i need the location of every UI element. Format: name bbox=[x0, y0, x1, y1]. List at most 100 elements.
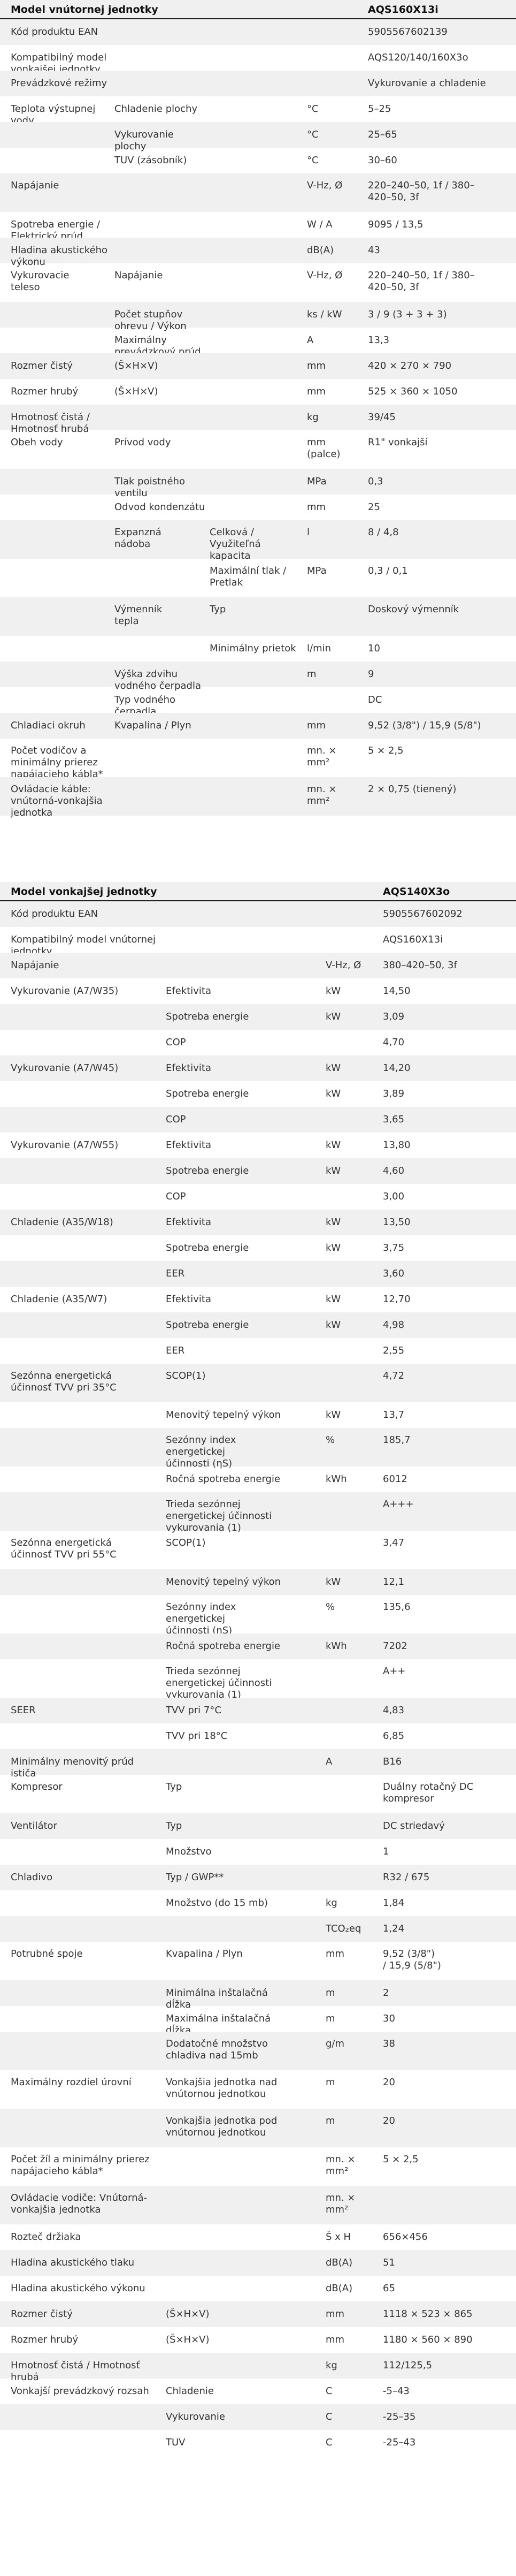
indoor-cell-detail: Maximální tlak / Pretlak bbox=[210, 565, 287, 588]
outdoor-table-row: Hmotnosť čistá / Hmotnosť hrubá kg 112/125… bbox=[0, 2353, 516, 2383]
outdoor-table-row: SEER TVV pri 7°C 4,83 bbox=[0, 1698, 516, 1723]
outdoor-cell-sublabel: COP bbox=[166, 1037, 186, 1048]
indoor-cell-value: 39/45 bbox=[368, 412, 396, 423]
outdoor-table-row: Ventilátor Typ DC striedavý bbox=[0, 1813, 516, 1839]
outdoor-cell-unit: kW bbox=[326, 1088, 341, 1099]
outdoor-cell-sublabel: Spotreba energie bbox=[166, 1011, 249, 1022]
outdoor-cell-value: 4,70 bbox=[383, 1037, 405, 1048]
outdoor-cell-sublabel: EER bbox=[166, 1268, 185, 1279]
indoor-cell-unit: l/min bbox=[307, 643, 332, 654]
outdoor-cell-value: 6012 bbox=[383, 1473, 407, 1485]
outdoor-table-row: Vonkajší prevádzkový rozsah Chladenie C -5–… bbox=[0, 2379, 516, 2404]
outdoor-cell-unit: m bbox=[326, 2077, 335, 2088]
indoor-cell-unit: mm bbox=[307, 386, 326, 397]
indoor-table-row: Rozmer čistý (Š×H×V) mm 420 × 270 × 790 bbox=[0, 353, 516, 379]
indoor-cell-unit: kg bbox=[307, 412, 319, 423]
outdoor-cell-sublabel: Spotreba energie bbox=[166, 1165, 249, 1176]
indoor-table-row: Vykurovanie plochy °C 25–65 bbox=[0, 122, 516, 152]
outdoor-cell-unit: kW bbox=[326, 1139, 341, 1151]
outdoor-cell-sublabel: TUV bbox=[166, 2437, 186, 2448]
outdoor-cell-unit: kW bbox=[326, 1319, 341, 1331]
outdoor-cell-value: 20 bbox=[383, 2115, 395, 2126]
indoor-cell-label: Rozmer čistý bbox=[11, 360, 73, 371]
outdoor-table-row: Dodatočné množstvo chladiva nad 15mb g/m 3… bbox=[0, 2032, 516, 2070]
outdoor-cell-unit: m bbox=[326, 2115, 335, 2126]
outdoor-table-row: Spotreba energie kW 3,09 bbox=[0, 1004, 516, 1030]
outdoor-table-row: EER 3,60 bbox=[0, 1261, 516, 1287]
outdoor-cell-label: Minimálny menovitý prúd ističa bbox=[11, 1756, 137, 1779]
outdoor-table-row: Napájanie V-Hz, Ø 380–420–50, 3f bbox=[0, 953, 516, 978]
outdoor-cell-value: -25–35 bbox=[383, 2411, 416, 2422]
indoor-cell-value: 13,3 bbox=[368, 335, 390, 346]
outdoor-table-row: Minimálna inštalačná dĺžka m 2 bbox=[0, 1980, 516, 2010]
outdoor-table-row: Maximálna inštalačná dĺžka m 30 bbox=[0, 2006, 516, 2036]
indoor-cell-sublabel: Výška zdvihu vodného čerpadla bbox=[114, 668, 201, 692]
outdoor-cell-unit: mm bbox=[326, 2334, 345, 2345]
outdoor-model-code: AQS140X3o bbox=[383, 886, 450, 898]
indoor-cell-label: Počet vodičov a minimálny prierez napája… bbox=[11, 745, 103, 780]
outdoor-cell-unit: kg bbox=[326, 1897, 337, 1909]
indoor-cell-label: Rozmer hrubý bbox=[11, 386, 79, 397]
indoor-cell-value: Doskový výmenník bbox=[368, 604, 459, 615]
outdoor-cell-sublabel: Efektivita bbox=[166, 985, 212, 997]
outdoor-cell-value: 1 bbox=[383, 1846, 389, 1857]
outdoor-cell-sublabel: Sezónny index energetickej účinnosti (ηS… bbox=[166, 1601, 236, 1636]
outdoor-cell-value: 51 bbox=[383, 2257, 395, 2268]
outdoor-cell-unit: dB(A) bbox=[326, 2283, 353, 2294]
indoor-cell-label: Prevádzkové režimy bbox=[11, 78, 107, 89]
outdoor-cell-value: Duálny rotačný DC kompresor bbox=[383, 1781, 474, 1804]
indoor-cell-value: 5–25 bbox=[368, 103, 391, 115]
outdoor-table-row: Ročná spotreba energie kWh 6012 bbox=[0, 1466, 516, 1492]
indoor-cell-value: 25–65 bbox=[368, 129, 397, 140]
outdoor-cell-value: 1118 × 523 × 865 bbox=[383, 2308, 473, 2320]
outdoor-table-row: Kompatibilný model vnútornej jednotky AQS… bbox=[0, 927, 516, 957]
outdoor-cell-value: 112/125,5 bbox=[383, 2360, 432, 2371]
indoor-cell-unit: W / A bbox=[307, 219, 333, 230]
indoor-cell-sublabel: Typ vodného čerpadla bbox=[114, 694, 179, 717]
outdoor-cell-label: Kód produktu EAN bbox=[11, 908, 98, 920]
indoor-table-row: Ovládacie káble: vnútorná-vonkajšia jedn… bbox=[0, 777, 516, 818]
outdoor-cell-sublabel: Ročná spotreba energie bbox=[166, 1473, 281, 1485]
outdoor-cell-sublabel: Typ bbox=[166, 1781, 182, 1792]
indoor-cell-unit: l bbox=[307, 527, 310, 538]
outdoor-table-row: Trieda sezónnej energetickej účinnosti v… bbox=[0, 1492, 516, 1533]
outdoor-cell-value: 4,83 bbox=[383, 1705, 405, 1716]
outdoor-cell-label: Sezónna energetická účinnosť TVV pri 35°… bbox=[11, 1370, 117, 1393]
indoor-cell-unit: mn. × mm² bbox=[307, 745, 337, 768]
outdoor-cell-sublabel: Efektivita bbox=[166, 1062, 212, 1074]
outdoor-cell-value: 38 bbox=[383, 2038, 395, 2049]
outdoor-table-row: Spotreba energie kW 4,60 bbox=[0, 1158, 516, 1184]
outdoor-cell-unit: kW bbox=[326, 1217, 341, 1228]
indoor-cell-unit: A bbox=[307, 335, 314, 346]
indoor-cell-unit: V-Hz, Ø bbox=[307, 270, 343, 281]
outdoor-cell-value: A++ bbox=[383, 1666, 406, 1677]
outdoor-table-row: Ovládacie vodiče: Vnútorná-vonkajšia jed… bbox=[0, 2186, 516, 2224]
outdoor-cell-label: Kompresor bbox=[11, 1781, 63, 1792]
outdoor-cell-label: Sezónna energetická účinnosť TVV pri 55°… bbox=[11, 1537, 117, 1560]
indoor-cell-sublabel: Počet stupňov ohrevu / Výkon bbox=[114, 309, 187, 332]
outdoor-cell-sublabel: Spotreba energie bbox=[166, 1088, 249, 1099]
outdoor-cell-value: 4,60 bbox=[383, 1165, 405, 1176]
indoor-cell-label: Obeh vody bbox=[11, 437, 63, 448]
outdoor-cell-unit: kW bbox=[326, 1294, 341, 1305]
indoor-table-row: Hmotnosť čistá / Hmotnosť hrubá kg 39/45 bbox=[0, 405, 516, 435]
outdoor-table-row: Vonkajšia jednotka pod vnútornou jednotk… bbox=[0, 2109, 516, 2147]
indoor-cell-value: 10 bbox=[368, 643, 380, 654]
outdoor-cell-sublabel: Vonkajšia jednotka nad vnútornou jednotk… bbox=[166, 2077, 278, 2100]
outdoor-cell-sublabel: COP bbox=[166, 1114, 186, 1125]
outdoor-table-row: Vykurovanie (A7/W55) Efektivita kW 13,80 bbox=[0, 1133, 516, 1158]
indoor-cell-label: Hladina akustického výkonu bbox=[11, 245, 111, 268]
indoor-cell-sublabel: Vykurovanie plochy bbox=[114, 129, 177, 152]
outdoor-cell-value: AQS160X13i bbox=[383, 934, 443, 945]
outdoor-cell-sublabel: COP bbox=[166, 1191, 186, 1202]
indoor-cell-unit: m bbox=[307, 668, 317, 680]
outdoor-cell-sublabel: Vykurovanie bbox=[166, 2411, 225, 2422]
outdoor-cell-unit: mm bbox=[326, 1948, 345, 1959]
indoor-cell-sublabel: Chladenie plochy bbox=[114, 103, 198, 115]
outdoor-cell-value: 5 × 2,5 bbox=[383, 2154, 419, 2165]
outdoor-cell-sublabel: TVV pri 7°C bbox=[166, 1705, 221, 1716]
outdoor-table-row: Potrubné spoje Kvapalina / Plyn mm 9,52 (3/… bbox=[0, 1942, 516, 1980]
indoor-table-row: Obeh vody Prívod vody mm (palce) R1" vonkaj… bbox=[0, 430, 516, 469]
outdoor-cell-sublabel: Vonkajšia jednotka pod vnútornou jednotk… bbox=[166, 2115, 278, 2138]
indoor-cell-sublabel: Odvod kondenzátu bbox=[114, 501, 205, 513]
